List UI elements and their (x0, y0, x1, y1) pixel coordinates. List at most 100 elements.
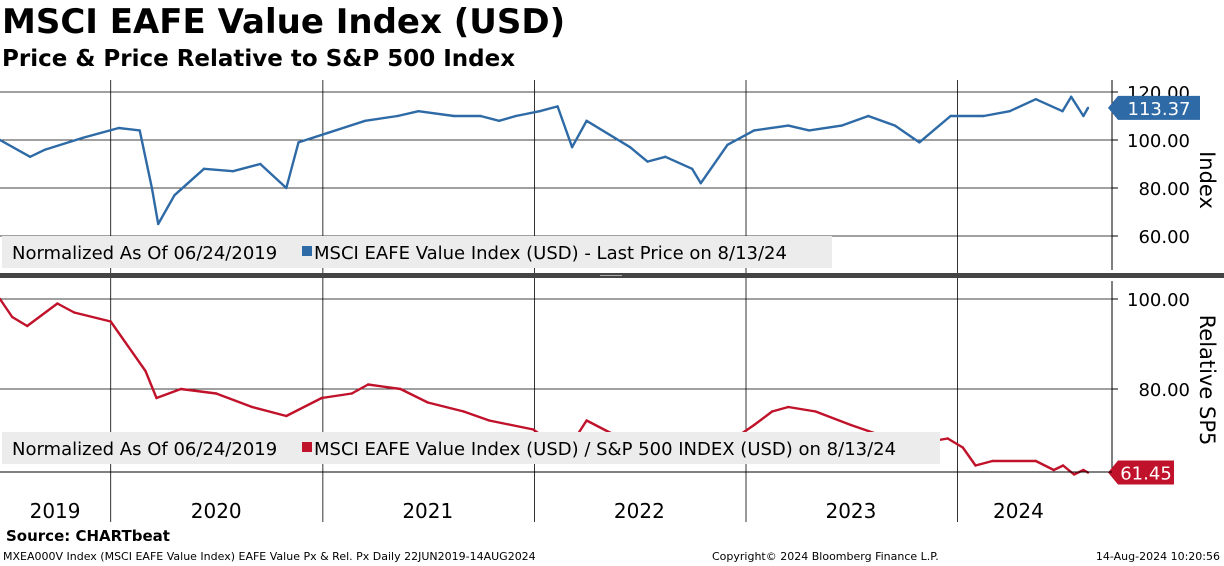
series-line-price (0, 95, 1090, 226)
data-point-relative (752, 423, 756, 427)
legend-swatch (302, 246, 312, 256)
data-point-price (570, 146, 574, 149)
data-point-relative (1082, 468, 1085, 472)
data-point-price (918, 141, 921, 144)
data-point-relative (532, 428, 535, 431)
legend-box (2, 432, 940, 464)
legend-entry: MSCI EAFE Value Index (USD) / S&P 500 IN… (314, 439, 896, 460)
data-point-price (808, 129, 811, 132)
data-point-price (538, 110, 541, 113)
x-tick-label: 2024 (993, 499, 1044, 523)
y-tick-label: 80.00 (1138, 179, 1190, 200)
data-point-price (787, 124, 790, 127)
data-point-price (117, 126, 121, 130)
last-value-tag (1108, 460, 1174, 485)
data-point-price (285, 186, 288, 190)
last-value-label: 61.45 (1120, 463, 1172, 484)
data-point-relative (585, 419, 588, 422)
data-point-price (297, 141, 300, 144)
data-point-relative (26, 324, 29, 328)
data-point-relative (1034, 459, 1038, 463)
data-point-price (364, 119, 367, 123)
data-point-relative (11, 315, 14, 319)
data-point-relative (787, 405, 790, 409)
data-point-price (497, 119, 501, 123)
last-value-tag (1108, 95, 1200, 120)
data-point-price (628, 146, 632, 149)
data-point-price (150, 186, 154, 190)
y-axis-title: Relative SP5 (1195, 315, 1219, 446)
data-point-price (231, 170, 235, 173)
data-point-relative (974, 464, 977, 467)
data-point-price (479, 114, 482, 118)
data-point-price (690, 167, 694, 170)
data-point-price (1008, 110, 1011, 113)
legend-prefix: Normalized As Of 06/24/2019 (12, 243, 277, 264)
data-point-price (949, 114, 952, 118)
data-point-price (514, 114, 518, 118)
legend-swatch (302, 442, 312, 452)
data-point-price (867, 114, 870, 118)
data-point-price (585, 119, 588, 123)
data-point-relative (770, 410, 774, 413)
source-note: Source: CHARTbeat (6, 527, 170, 545)
data-point-relative (946, 437, 949, 440)
data-point-relative (73, 311, 76, 314)
data-point-relative (350, 392, 353, 395)
data-point-price (396, 114, 399, 118)
data-point-relative (462, 410, 465, 413)
data-point-price (452, 114, 456, 118)
data-point-relative (426, 401, 429, 404)
data-point-relative (849, 423, 853, 427)
data-point-relative (961, 446, 964, 449)
data-point-relative (1061, 464, 1065, 467)
data-point-price (173, 194, 176, 197)
data-point-price (664, 155, 667, 158)
legend-box (2, 236, 832, 268)
data-point-relative (814, 410, 817, 413)
data-point-price (646, 160, 649, 163)
data-point-relative (155, 396, 158, 400)
y-tick-label: 100.00 (1127, 131, 1190, 152)
data-point-relative (399, 387, 402, 391)
y-axis-title: Index (1195, 151, 1219, 209)
data-point-relative (144, 369, 147, 373)
data-point-price (44, 148, 47, 151)
data-point-price (1061, 110, 1064, 113)
data-point-price (138, 129, 141, 132)
data-point-price (1070, 95, 1073, 99)
x-tick-label: 2022 (614, 499, 665, 523)
y-tick-label: 60.00 (1138, 227, 1190, 248)
data-point-price (157, 222, 160, 226)
data-point-price (982, 114, 985, 118)
data-point-price (1034, 98, 1038, 101)
legend-entry: MSCI EAFE Value Index (USD) - Last Price… (314, 243, 787, 264)
footer-timestamp: 14-Aug-2024 10:20:56 (1095, 550, 1220, 563)
data-point-price (726, 143, 729, 146)
chart-subtitle: Price & Price Relative to S&P 500 Index (2, 46, 516, 72)
x-tick-label: 2023 (825, 499, 876, 523)
data-point-price (0, 138, 2, 142)
footer-description: MXEA000V Index (MSCI EAFE Value Index) E… (3, 550, 536, 563)
data-point-relative (1052, 468, 1056, 472)
data-point-relative (215, 392, 218, 395)
data-point-price (417, 110, 420, 113)
data-point-price (556, 105, 559, 108)
data-point-relative (488, 419, 491, 422)
data-point-price (202, 167, 206, 170)
data-point-price (1082, 114, 1085, 118)
data-point-price (893, 124, 897, 127)
data-point-relative (109, 320, 112, 323)
data-point-price (752, 129, 756, 132)
last-value-label: 113.37 (1128, 99, 1191, 120)
data-point-relative (250, 405, 254, 409)
data-point-price (259, 162, 262, 166)
data-point-price (28, 155, 32, 158)
data-point-relative (56, 302, 59, 305)
x-tick-label: 2019 (30, 499, 81, 523)
x-tick-label: 2020 (191, 499, 242, 523)
data-point-price (326, 131, 330, 134)
data-point-relative (179, 387, 183, 391)
legend-prefix: Normalized As Of 06/24/2019 (12, 439, 277, 460)
